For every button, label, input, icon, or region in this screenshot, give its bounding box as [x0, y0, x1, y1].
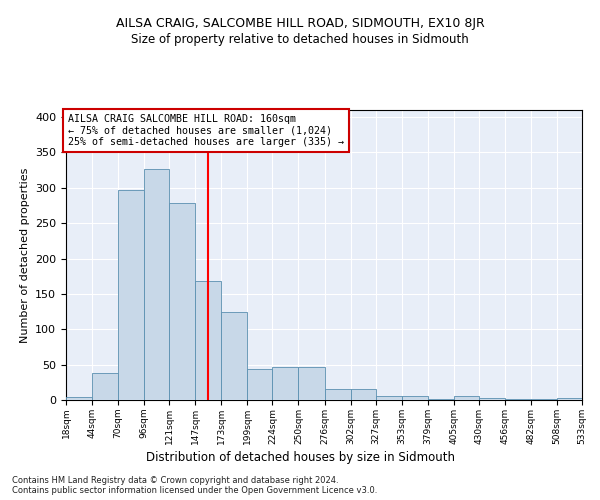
Bar — [325, 390, 350, 400]
Text: Distribution of detached houses by size in Sidmouth: Distribution of detached houses by size … — [146, 451, 455, 464]
Y-axis label: Number of detached properties: Number of detached properties — [20, 168, 29, 342]
Bar — [247, 369, 272, 400]
Bar — [118, 190, 144, 400]
Bar — [454, 396, 479, 400]
Bar — [557, 398, 582, 400]
Bar — [350, 390, 376, 400]
Bar — [401, 396, 428, 400]
Bar — [144, 168, 169, 400]
Text: AILSA CRAIG SALCOMBE HILL ROAD: 160sqm
← 75% of detached houses are smaller (1,0: AILSA CRAIG SALCOMBE HILL ROAD: 160sqm ←… — [68, 114, 344, 146]
Bar — [272, 368, 298, 400]
Bar — [298, 368, 325, 400]
Text: AILSA CRAIG, SALCOMBE HILL ROAD, SIDMOUTH, EX10 8JR: AILSA CRAIG, SALCOMBE HILL ROAD, SIDMOUT… — [116, 18, 484, 30]
Bar — [376, 396, 401, 400]
Text: Contains HM Land Registry data © Crown copyright and database right 2024.
Contai: Contains HM Land Registry data © Crown c… — [12, 476, 377, 495]
Bar — [92, 373, 118, 400]
Bar — [221, 312, 247, 400]
Bar — [66, 397, 92, 400]
Text: Size of property relative to detached houses in Sidmouth: Size of property relative to detached ho… — [131, 32, 469, 46]
Bar — [169, 204, 195, 400]
Bar — [479, 398, 505, 400]
Bar — [195, 281, 221, 400]
